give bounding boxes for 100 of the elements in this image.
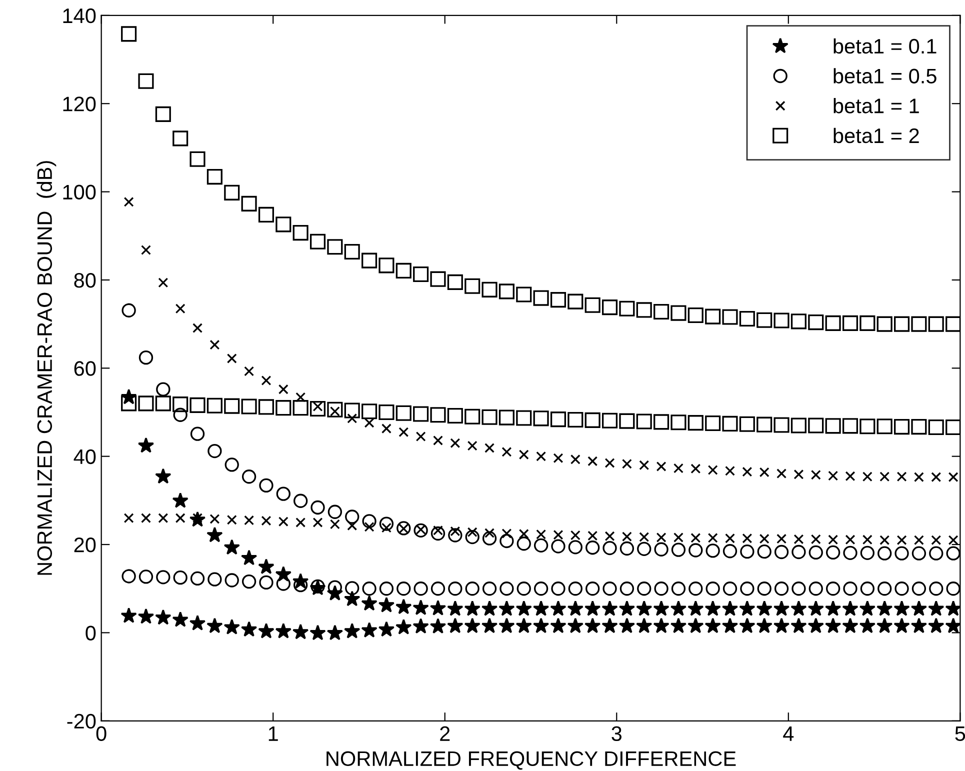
point bbox=[516, 582, 531, 596]
point bbox=[774, 417, 790, 433]
point bbox=[192, 323, 203, 334]
point bbox=[928, 618, 944, 634]
point bbox=[688, 600, 704, 616]
point bbox=[878, 582, 892, 596]
point bbox=[894, 600, 910, 616]
point bbox=[551, 582, 566, 596]
point bbox=[464, 278, 480, 294]
point bbox=[430, 618, 446, 634]
point bbox=[516, 618, 532, 634]
x-tick-label: 3 bbox=[612, 726, 622, 742]
point bbox=[534, 582, 548, 596]
point bbox=[742, 466, 752, 477]
point bbox=[774, 312, 790, 328]
point bbox=[567, 600, 584, 616]
point bbox=[706, 544, 720, 558]
point bbox=[361, 595, 378, 611]
point bbox=[808, 618, 824, 634]
point bbox=[759, 534, 770, 544]
point bbox=[500, 582, 514, 596]
point bbox=[396, 521, 411, 536]
point bbox=[121, 26, 137, 42]
point bbox=[516, 286, 532, 302]
point bbox=[240, 621, 258, 637]
point bbox=[688, 307, 704, 324]
point bbox=[138, 437, 154, 453]
point bbox=[241, 196, 257, 212]
point bbox=[465, 582, 480, 596]
point bbox=[276, 216, 292, 232]
point bbox=[344, 622, 360, 638]
point bbox=[242, 574, 256, 589]
point bbox=[845, 471, 856, 482]
point bbox=[842, 618, 858, 634]
point bbox=[344, 402, 360, 418]
point bbox=[602, 300, 618, 316]
point bbox=[275, 622, 292, 638]
point bbox=[896, 535, 907, 546]
point bbox=[653, 600, 670, 616]
point bbox=[912, 582, 926, 596]
point bbox=[671, 542, 686, 557]
point bbox=[396, 262, 412, 278]
point bbox=[567, 618, 584, 634]
point bbox=[413, 406, 429, 422]
point bbox=[654, 542, 668, 556]
point bbox=[550, 292, 566, 308]
point bbox=[122, 303, 136, 318]
point bbox=[911, 419, 927, 435]
point bbox=[381, 424, 392, 434]
x-tick-label: 0 bbox=[96, 726, 106, 742]
point bbox=[794, 534, 804, 544]
point bbox=[568, 412, 584, 428]
point bbox=[292, 624, 309, 640]
point bbox=[378, 258, 394, 274]
point bbox=[244, 366, 254, 376]
point bbox=[824, 618, 842, 634]
point bbox=[158, 513, 168, 524]
point bbox=[570, 454, 580, 464]
point bbox=[843, 582, 858, 596]
point bbox=[584, 600, 601, 616]
point bbox=[739, 600, 756, 616]
point bbox=[345, 510, 360, 524]
point bbox=[602, 412, 618, 428]
point bbox=[880, 535, 890, 546]
point bbox=[929, 546, 944, 560]
point bbox=[432, 435, 443, 446]
point bbox=[328, 504, 342, 519]
point bbox=[258, 622, 274, 638]
point bbox=[618, 600, 636, 616]
point bbox=[464, 600, 480, 616]
point bbox=[639, 532, 650, 542]
y-tick-label: 80 bbox=[74, 272, 96, 288]
point bbox=[310, 400, 326, 416]
point bbox=[484, 442, 495, 453]
point bbox=[206, 398, 222, 414]
point bbox=[910, 618, 928, 634]
point bbox=[258, 399, 274, 415]
point bbox=[278, 384, 288, 394]
point bbox=[725, 533, 736, 544]
point bbox=[670, 305, 686, 321]
point bbox=[756, 416, 772, 432]
point bbox=[690, 532, 701, 543]
point bbox=[138, 350, 154, 365]
point bbox=[362, 404, 378, 420]
point bbox=[945, 600, 960, 616]
point bbox=[326, 624, 344, 640]
point bbox=[670, 414, 686, 430]
point bbox=[688, 415, 704, 431]
point bbox=[347, 520, 358, 531]
point bbox=[740, 582, 754, 596]
point bbox=[378, 404, 394, 420]
point bbox=[447, 274, 463, 290]
point bbox=[516, 600, 532, 616]
point bbox=[138, 570, 154, 584]
point bbox=[808, 545, 823, 560]
point bbox=[622, 532, 632, 542]
point bbox=[825, 418, 841, 434]
legend-label: beta1 = 1 bbox=[834, 98, 919, 114]
point bbox=[396, 582, 411, 596]
point bbox=[636, 414, 652, 430]
